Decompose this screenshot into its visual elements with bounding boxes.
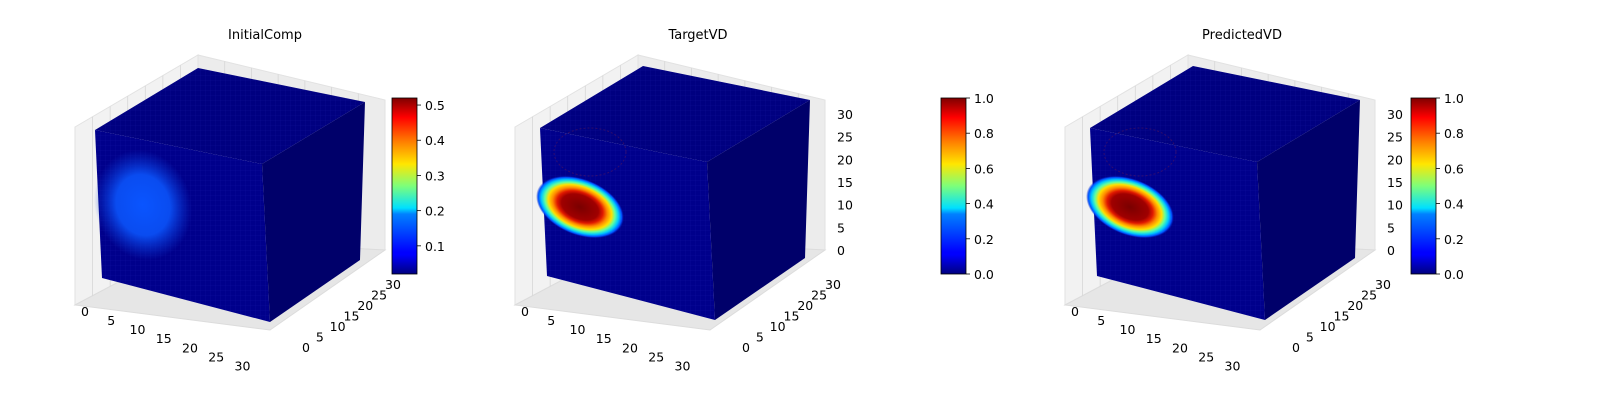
z-tick-label: 10 [837,198,853,213]
subplot-title: InitialComp [228,28,302,43]
cube-front-grid [1090,128,1265,320]
x-tick-label: 0 [1071,304,1079,319]
y-tick-label: 10 [1320,319,1336,334]
y-tick-label: 25 [1361,288,1377,303]
x-tick-label: 10 [1120,322,1136,337]
x-tick-label: 15 [156,331,172,346]
colorbar-tick-label: 0.8 [974,126,994,141]
subplot-initialcomp: 051015202530051015202530InitialComp0.10.… [73,28,445,373]
high-value-region [93,149,193,261]
colorbar-tick-label: 1.0 [974,91,994,106]
z-tick-label: 20 [1387,152,1403,167]
cube-top-grid [540,66,810,162]
colorbar-tick-label: 0.1 [425,239,445,254]
colorbar-tick-label: 0.4 [1444,197,1464,212]
colorbar-tick-label: 0.3 [425,168,445,183]
y-tick-label: 15 [344,309,360,324]
z-tick-label: 5 [837,220,845,235]
y-tick-label: 5 [756,330,764,345]
y-tick-label: 30 [385,277,401,292]
subplot-title: TargetVD [667,28,727,43]
y-tick-label: 20 [357,298,373,313]
y-tick-label: 5 [1306,330,1314,345]
colorbar-tick-label: 0.4 [425,133,445,148]
cube-side-face [707,100,810,320]
y-tick-label: 0 [742,340,750,355]
x-tick-label: 5 [107,313,115,328]
x-tick-label: 0 [81,304,89,319]
subplot-predictedvd: 051015202530051015202530051015202530Pred… [1063,28,1464,373]
cube-side-face [262,102,365,322]
subplot-targetvd: 051015202530051015202530051015202530Targ… [513,28,994,373]
faint-outline [1103,127,1177,177]
colorbar-tick-label: 1.0 [1444,91,1464,106]
y-tick-label: 5 [316,330,324,345]
z-tick-label: 30 [837,107,853,122]
x-tick-label: 15 [596,331,612,346]
x-tick-label: 25 [648,349,664,364]
y-tick-label: 10 [770,319,786,334]
y-tick-label: 30 [1375,277,1391,292]
x-tick-label: 20 [1172,340,1188,355]
y-tick-label: 30 [825,277,841,292]
z-tick-label: 25 [1387,130,1403,145]
colorbar-tick-label: 0.6 [1444,161,1464,176]
x-tick-label: 30 [235,358,251,373]
faint-outline [553,127,627,177]
colorbar [1410,97,1437,275]
high-value-region [536,175,624,239]
x-tick-label: 10 [130,322,146,337]
colorbar-tick-label: 0.5 [425,98,445,113]
x-tick-label: 5 [1097,313,1105,328]
x-tick-label: 0 [521,304,529,319]
cube-side-face [1257,100,1360,320]
cube-top-grid [1090,66,1360,162]
x-tick-label: 25 [208,349,224,364]
colorbar-tick-label: 0.6 [974,161,994,176]
z-tick-label: 20 [837,152,853,167]
colorbar-tick-label: 0.4 [974,197,994,212]
colorbar-tick-label: 0.0 [974,267,994,282]
y-tick-label: 25 [811,288,827,303]
colorbar [391,97,418,275]
y-tick-label: 10 [330,319,346,334]
cube-top-grid [95,68,365,164]
x-tick-label: 5 [547,313,555,328]
colorbar-tick-label: 0.8 [1444,126,1464,141]
y-tick-label: 20 [797,298,813,313]
y-tick-label: 0 [1292,340,1300,355]
colorbar-tick-label: 0.2 [1444,232,1464,247]
y-tick-label: 25 [371,288,387,303]
x-tick-label: 30 [1225,358,1241,373]
z-tick-label: 30 [1387,107,1403,122]
x-tick-label: 20 [622,340,638,355]
high-value-region [1086,175,1174,239]
z-tick-label: 25 [837,130,853,145]
x-tick-label: 20 [182,340,198,355]
colorbar-tick-label: 0.2 [974,232,994,247]
x-tick-label: 30 [675,358,691,373]
x-tick-label: 25 [1198,349,1214,364]
cube-front-grid [540,128,715,320]
z-tick-label: 10 [1387,198,1403,213]
x-tick-label: 15 [1146,331,1162,346]
colorbar-tick-label: 0.0 [1444,267,1464,282]
colorbar [940,97,967,275]
subplot-title: PredictedVD [1202,28,1282,43]
colorbar-tick-label: 0.2 [425,204,445,219]
y-tick-label: 20 [1347,298,1363,313]
y-tick-label: 15 [784,309,800,324]
x-tick-label: 10 [570,322,586,337]
y-tick-label: 15 [1334,309,1350,324]
z-tick-label: 15 [837,175,853,190]
z-tick-label: 0 [837,243,845,258]
z-tick-label: 0 [1387,243,1395,258]
z-tick-label: 5 [1387,220,1395,235]
y-tick-label: 0 [302,340,310,355]
z-tick-label: 15 [1387,175,1403,190]
